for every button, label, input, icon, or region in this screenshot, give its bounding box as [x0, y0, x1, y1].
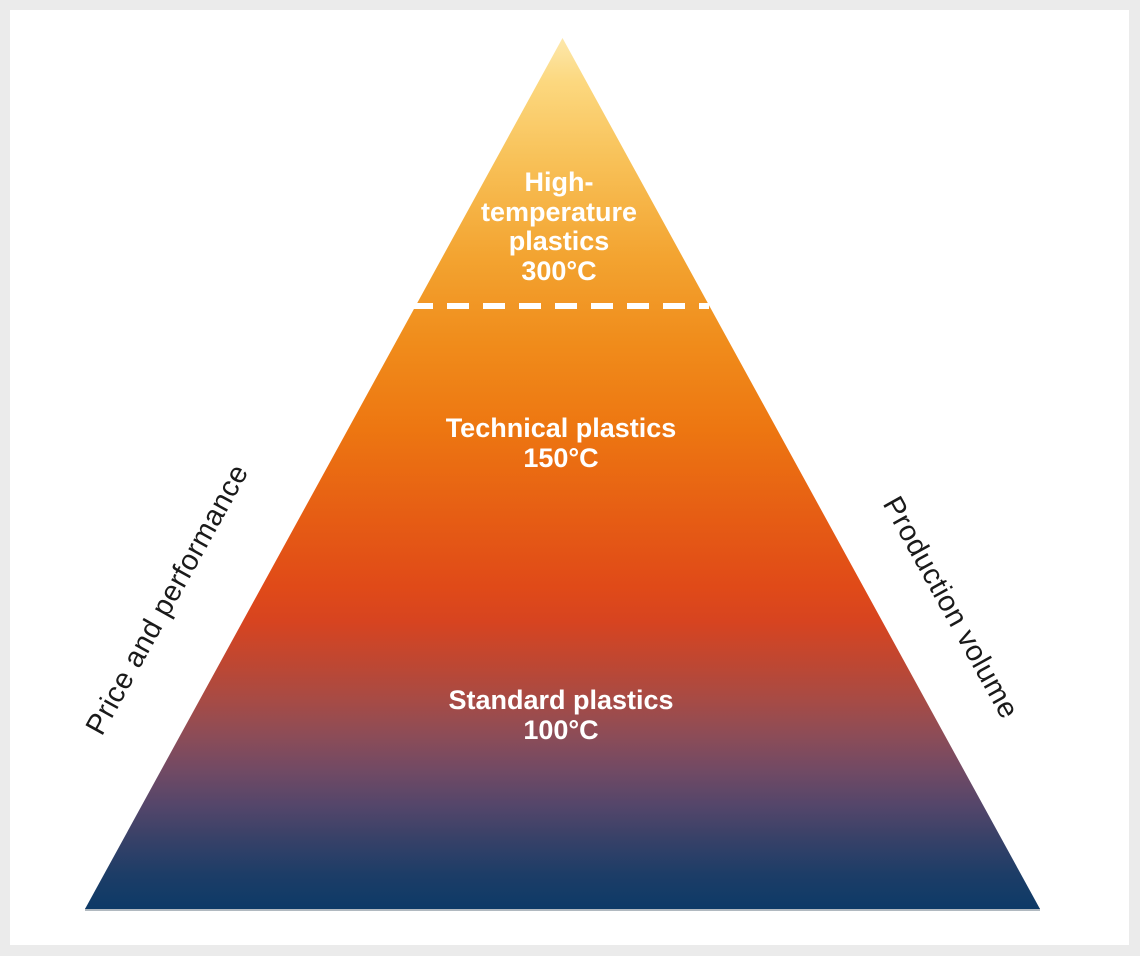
tier-temperature: 300°C [521, 256, 597, 287]
pyramid-base-shadow [85, 908, 1040, 911]
dashed-divider [411, 303, 709, 309]
tier-technical-plastics: Technical plastics 150°C [391, 413, 731, 473]
tier-standard-plastics: Standard plastics 100°C [391, 685, 731, 745]
tier-label: High-temperature plastics [480, 167, 638, 257]
tier-temperature: 100°C [523, 714, 599, 745]
tier-high-temperature-plastics: High-temperature plastics 300°C [464, 167, 654, 287]
tier-label: Technical plastics [445, 413, 677, 443]
tier-temperature: 150°C [523, 442, 599, 473]
pyramid-diagram: High-temperature plastics 300°C Technica… [10, 10, 1129, 945]
tier-label: Standard plastics [448, 685, 674, 715]
diagram-canvas: High-temperature plastics 300°C Technica… [10, 10, 1129, 945]
